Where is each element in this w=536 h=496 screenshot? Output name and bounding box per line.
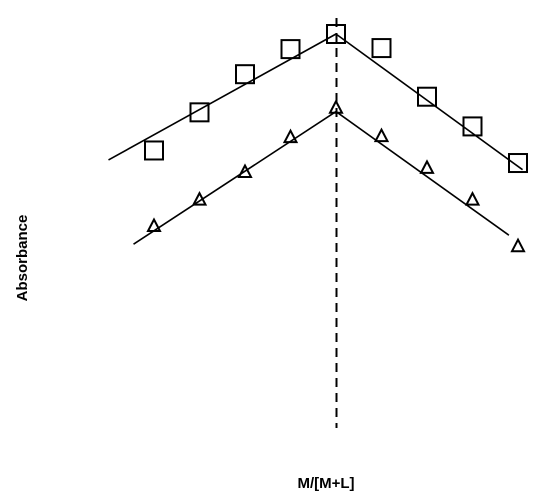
- triangle-marker: [191, 190, 208, 206]
- fit-line-series-2-rising: [133, 110, 337, 245]
- triangle-marker: [237, 163, 253, 178]
- square-marker: [462, 116, 483, 137]
- square-marker: [508, 153, 528, 174]
- triangle-marker: [282, 128, 299, 144]
- triangle-marker: [419, 159, 435, 174]
- triangle-marker: [146, 217, 162, 232]
- triangle-marker: [510, 237, 526, 253]
- square-marker: [235, 64, 255, 85]
- fit-line-series-1-falling: [335, 33, 524, 171]
- square-marker: [280, 39, 301, 60]
- triangle-marker: [328, 99, 344, 114]
- square-marker: [189, 102, 210, 123]
- square-marker: [371, 38, 392, 59]
- fit-lines: [108, 33, 524, 245]
- fit-line-series-1-rising: [108, 33, 337, 161]
- square-marker: [326, 24, 346, 44]
- square-marker: [417, 86, 437, 107]
- triangle-marker: [464, 190, 481, 206]
- x-axis-label: M/[M+L]: [297, 475, 354, 492]
- data-markers: [144, 24, 528, 253]
- square-marker: [144, 140, 164, 161]
- y-axis-label: Absorbance: [14, 215, 31, 302]
- triangle-marker: [373, 127, 390, 143]
